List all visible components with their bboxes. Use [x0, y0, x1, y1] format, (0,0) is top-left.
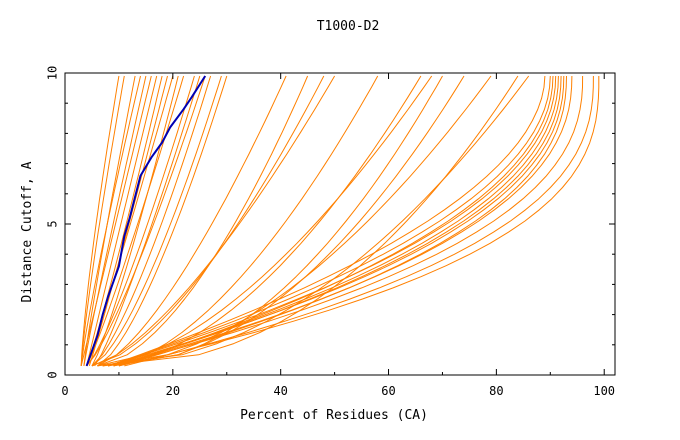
series-line-model-19	[91, 75, 325, 367]
chart-title: T1000-D2	[317, 19, 380, 34]
series-line-model-11	[91, 75, 222, 367]
series-line-model-36	[107, 75, 565, 367]
series-line-model-05	[86, 75, 195, 367]
series-line-model-10	[86, 75, 185, 367]
series-line-model-02	[86, 75, 163, 367]
series-line-model-18	[86, 75, 206, 367]
series-line-model-22	[102, 75, 422, 367]
series-line-model-39	[124, 75, 594, 367]
series-line-model-04	[91, 75, 179, 367]
series-line-model-30	[102, 75, 519, 367]
series-line-model-14	[80, 75, 141, 366]
series-line-model-41	[107, 75, 546, 367]
series-line-model-38	[113, 75, 584, 367]
y-axis-label: Distance Cutoff, A	[20, 161, 35, 302]
plot-area	[80, 75, 600, 367]
series-line-model-35	[113, 75, 559, 367]
series-line-model-34	[118, 75, 567, 367]
series-line-model-20	[97, 75, 309, 367]
series-line-highlight	[85, 75, 207, 367]
x-tick-label: 40	[273, 384, 287, 398]
y-axis: 0 5 10	[46, 66, 615, 379]
x-tick-label: 100	[593, 384, 615, 398]
series-line-model-07	[80, 75, 125, 366]
x-tick-label: 60	[381, 384, 395, 398]
y-tick-label: 10	[46, 66, 60, 80]
series-line-model-28	[97, 75, 287, 367]
y-tick-label: 5	[46, 220, 60, 227]
series-line-model-12	[97, 75, 228, 367]
series-line-model-21	[91, 75, 336, 367]
x-axis: 0 20 40 60 80 100	[61, 73, 615, 398]
series-line-model-17	[80, 75, 120, 366]
y-tick-label: 0	[46, 371, 60, 378]
series-line-model-33	[107, 75, 551, 367]
series-line-model-15	[94, 75, 201, 367]
x-tick-label: 0	[61, 384, 68, 398]
series-line-model-27	[107, 75, 379, 367]
series-line-model-42	[113, 75, 573, 367]
series-line-model-31	[107, 75, 557, 367]
x-axis-label: Percent of Residues (CA)	[240, 408, 428, 423]
series-line-model-23	[97, 75, 433, 367]
x-tick-label: 80	[489, 384, 503, 398]
series-line-model-37	[118, 75, 554, 367]
series-line-model-09	[83, 75, 147, 366]
series-line-model-40	[118, 76, 600, 367]
x-tick-label: 20	[166, 384, 180, 398]
series-line-model-29	[113, 75, 443, 367]
series-line-model-06	[91, 75, 212, 367]
series-line-model-13	[86, 75, 158, 367]
